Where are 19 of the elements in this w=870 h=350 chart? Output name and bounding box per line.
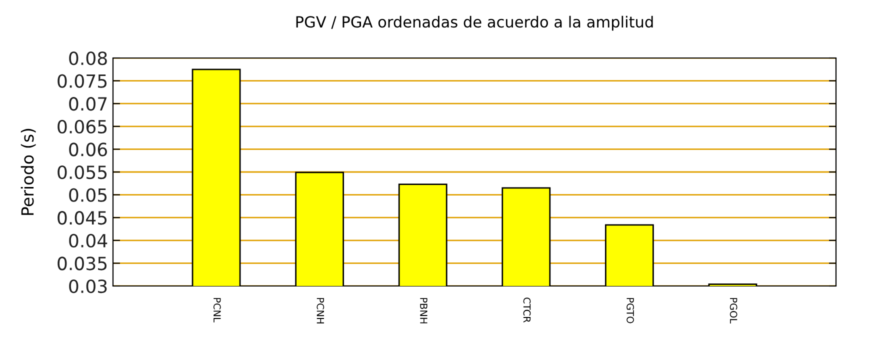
x-tick-label: CTCR bbox=[523, 298, 531, 323]
y-tick-label: 0.045 bbox=[58, 211, 107, 225]
y-axis-title: Periodo (s) bbox=[20, 128, 36, 215]
y-tick-label: 0.06 bbox=[69, 142, 107, 156]
y-tick-label: 0.05 bbox=[69, 188, 107, 202]
y-tick-label: 0.03 bbox=[69, 279, 107, 294]
x-tick-label: PGTO bbox=[626, 298, 634, 324]
y-tick-label: 0.035 bbox=[58, 256, 107, 270]
y-tick-label: 0.08 bbox=[69, 51, 107, 66]
y-tick-label: 0.065 bbox=[58, 120, 107, 134]
x-tick-label: PBNH bbox=[420, 298, 428, 324]
y-tick-label: 0.075 bbox=[58, 74, 107, 88]
x-tick-label: PCNH bbox=[316, 298, 324, 324]
y-tick-label: 0.07 bbox=[69, 97, 107, 111]
x-tick-label: PCNL bbox=[213, 298, 221, 322]
y-tick-label: 0.055 bbox=[58, 165, 107, 180]
chart-title: PGV / PGA ordenadas de acuerdo a la amplitud bbox=[296, 16, 653, 31]
x-tick-label: PGOL bbox=[730, 298, 738, 324]
y-tick-label: 0.04 bbox=[69, 234, 108, 248]
